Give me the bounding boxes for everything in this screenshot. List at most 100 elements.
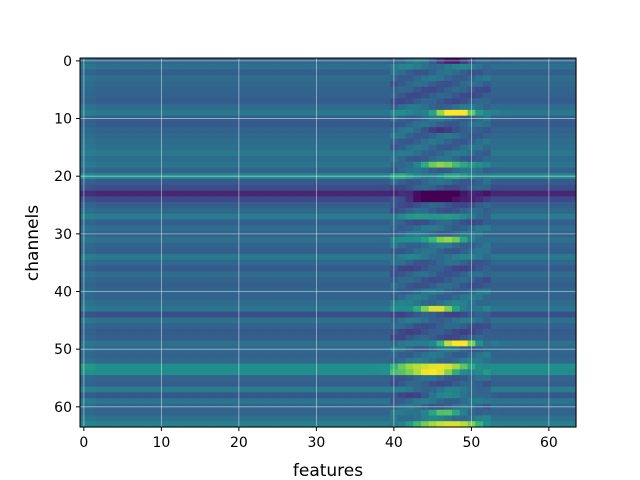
heatmap-cell (374, 144, 383, 151)
heatmap-cell (351, 109, 360, 117)
heatmap-cell (118, 334, 128, 342)
heatmap-cell (374, 294, 383, 301)
heatmap-cell (444, 202, 453, 209)
heatmap-cell (421, 202, 430, 209)
heatmap-cell (537, 352, 546, 359)
heatmap-cell (506, 196, 515, 203)
heatmap-cell (413, 86, 422, 94)
heatmap-cell (165, 179, 174, 186)
heatmap-cell (118, 138, 128, 146)
heatmap-cell (258, 352, 267, 359)
heatmap-cell (328, 75, 337, 82)
heatmap-cell (142, 277, 151, 284)
heatmap-cell (374, 98, 383, 105)
heatmap-cell (475, 190, 484, 197)
heatmap-cell (521, 92, 531, 99)
heatmap-cell (126, 104, 135, 111)
heatmap-cell (227, 380, 236, 388)
heatmap-cell (521, 98, 531, 105)
heatmap-cell (227, 328, 236, 336)
heatmap-cell (529, 225, 538, 232)
heatmap-cell (366, 127, 376, 134)
heatmap-cell (204, 109, 213, 117)
heatmap-cell (444, 352, 453, 359)
heatmap-cell (452, 121, 461, 128)
heatmap-cell (359, 248, 368, 255)
heatmap-cell (366, 167, 376, 174)
heatmap-cell (258, 248, 267, 255)
heatmap-cell (436, 92, 445, 99)
heatmap-cell (328, 334, 337, 342)
heatmap-cell (297, 156, 306, 163)
heatmap-cell (87, 127, 97, 134)
heatmap-cell (397, 282, 407, 290)
heatmap-cell (405, 277, 414, 284)
heatmap-cell (351, 328, 360, 336)
heatmap-cell (196, 334, 205, 342)
heatmap-cell (483, 317, 492, 324)
heatmap-cell (359, 213, 368, 221)
heatmap-cell (560, 311, 569, 319)
heatmap-cell (359, 156, 368, 163)
heatmap-cell (521, 81, 531, 88)
heatmap-cell (196, 127, 205, 134)
heatmap-cell (242, 167, 252, 174)
heatmap-cell (95, 248, 104, 255)
heatmap-cell (452, 334, 461, 342)
heatmap-cell (382, 190, 391, 197)
heatmap-cells (80, 58, 577, 428)
heatmap-cell (103, 254, 112, 261)
heatmap-cell (560, 219, 569, 226)
heatmap-cell (498, 409, 507, 417)
heatmap-cell (87, 398, 97, 405)
heatmap-cell (428, 271, 438, 278)
heatmap-cell (289, 63, 298, 71)
heatmap-cell (196, 398, 205, 405)
heatmap-cell (521, 415, 531, 422)
heatmap-cell (397, 207, 407, 215)
heatmap-cell (506, 150, 515, 157)
heatmap-cell (180, 277, 190, 284)
heatmap-cell (537, 190, 546, 197)
heatmap-cell (335, 63, 345, 71)
heatmap-cell (560, 225, 569, 232)
heatmap-cell (568, 184, 577, 192)
heatmap-cell (211, 236, 221, 244)
heatmap-cell (328, 254, 337, 261)
heatmap-cell (173, 340, 182, 347)
heatmap-cell (273, 328, 283, 336)
heatmap-cell (498, 369, 507, 376)
heatmap-cell (165, 236, 174, 244)
heatmap-cell (281, 328, 290, 336)
heatmap-cell (289, 109, 298, 117)
heatmap-cell (436, 305, 445, 313)
heatmap-cell (134, 369, 143, 376)
heatmap-cell (219, 150, 228, 157)
heatmap-cell (552, 294, 562, 301)
heatmap-cell (281, 363, 290, 370)
heatmap-cell (483, 202, 492, 209)
heatmap-cell (204, 161, 213, 169)
heatmap-cell (134, 352, 143, 359)
heatmap-cell (537, 254, 546, 261)
heatmap-cell (289, 254, 298, 261)
heatmap-cell (103, 242, 112, 249)
heatmap-cell (444, 236, 453, 244)
heatmap-cell (219, 392, 228, 399)
heatmap-cell (328, 242, 337, 249)
heatmap-cell (87, 375, 97, 382)
heatmap-cell (498, 150, 507, 157)
heatmap-cell (142, 357, 151, 365)
heatmap-cell (289, 415, 298, 422)
heatmap-cell (529, 352, 538, 359)
heatmap-cell (514, 386, 523, 394)
heatmap-cell (405, 121, 414, 128)
heatmap-cell (490, 248, 500, 255)
heatmap-cell (188, 265, 197, 272)
heatmap-cell (498, 167, 507, 174)
heatmap-cell (490, 161, 500, 169)
heatmap-cell (219, 357, 228, 365)
heatmap-cell (475, 207, 484, 215)
heatmap-cell (351, 156, 360, 163)
heatmap-cell (289, 207, 298, 215)
